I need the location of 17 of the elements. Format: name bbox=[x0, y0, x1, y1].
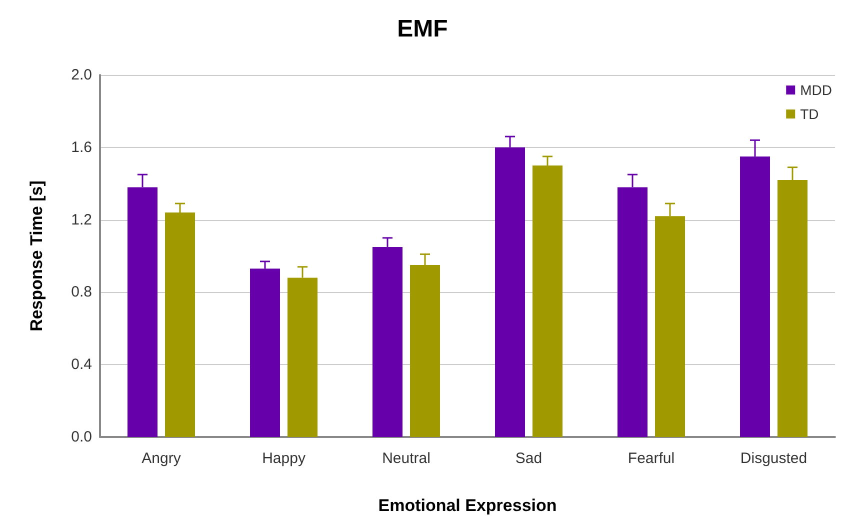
y-tick-label: 0.8 bbox=[71, 284, 92, 301]
x-tick-label: Angry bbox=[142, 450, 182, 467]
y-tick-label: 1.2 bbox=[71, 211, 92, 228]
x-tick-label: Happy bbox=[262, 450, 306, 467]
legend-label: TD bbox=[800, 106, 819, 122]
chart-title: EMF bbox=[397, 16, 448, 42]
legend-label: MDD bbox=[800, 82, 832, 98]
y-tick-label: 0.4 bbox=[71, 356, 92, 374]
x-tick-label: Disgusted bbox=[740, 450, 808, 467]
y-tick-label: 0.0 bbox=[71, 428, 92, 446]
y-axis-title: Response Time [s] bbox=[27, 180, 46, 332]
x-tick-label: Sad bbox=[515, 450, 542, 467]
y-tick-label: 2.0 bbox=[71, 66, 92, 84]
x-tick-label: Fearful bbox=[628, 450, 675, 467]
x-axis-title: Emotional Expression bbox=[378, 496, 557, 515]
x-tick-label: Neutral bbox=[382, 450, 430, 467]
y-tick-label: 1.6 bbox=[71, 138, 92, 156]
